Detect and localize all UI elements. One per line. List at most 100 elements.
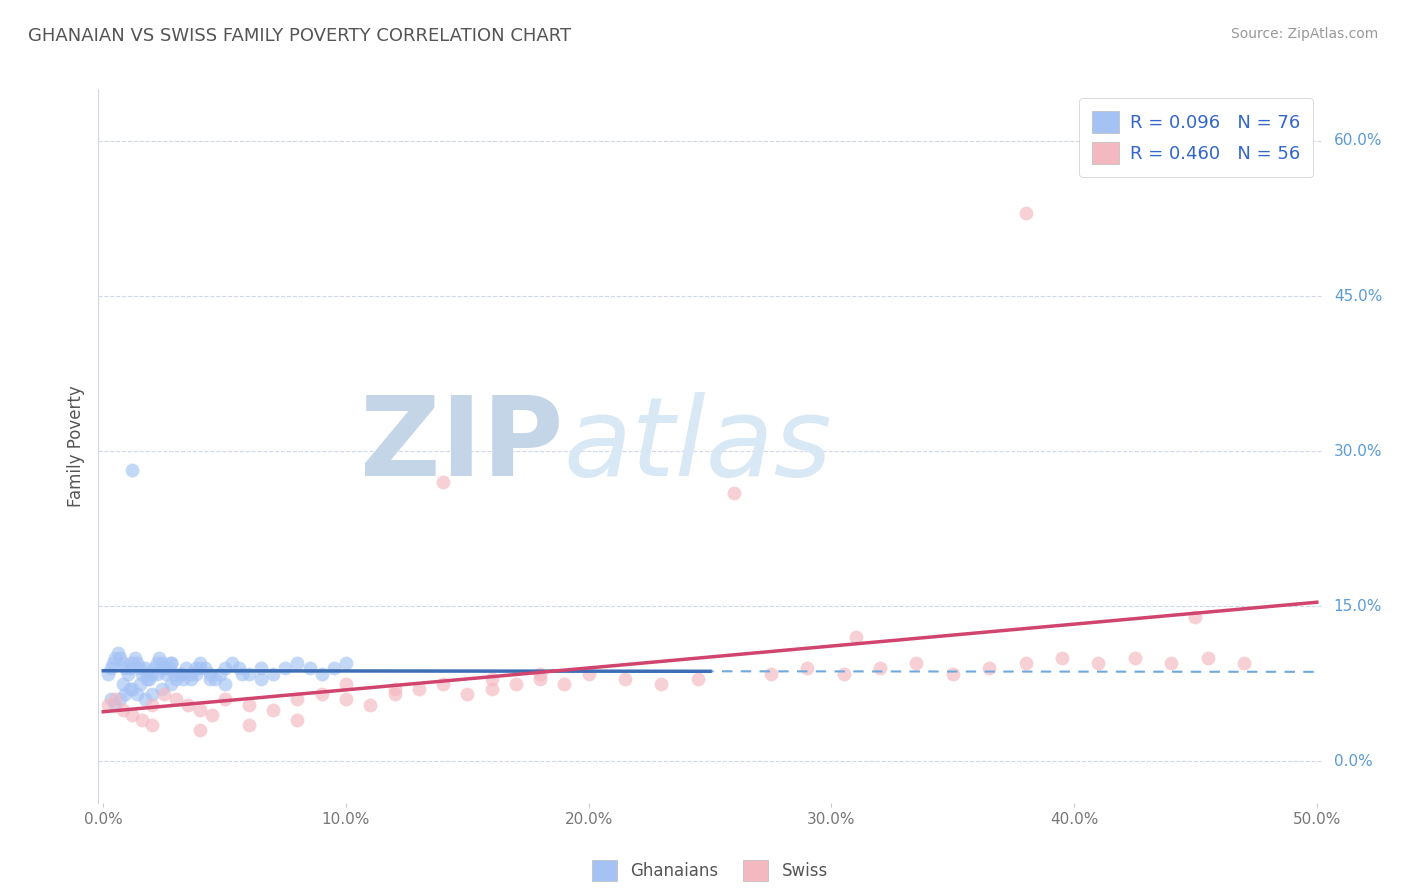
Point bbox=[214, 661, 236, 675]
Point bbox=[104, 698, 127, 712]
Point bbox=[287, 656, 309, 670]
Point bbox=[180, 666, 202, 681]
Text: Source: ZipAtlas.com: Source: ZipAtlas.com bbox=[1230, 27, 1378, 41]
Point bbox=[172, 672, 194, 686]
Point bbox=[157, 661, 180, 675]
Point bbox=[238, 718, 260, 732]
Point bbox=[869, 661, 891, 675]
Point bbox=[905, 656, 928, 670]
Point bbox=[104, 692, 127, 706]
Point bbox=[1233, 656, 1256, 670]
Point bbox=[359, 698, 381, 712]
Point bbox=[174, 661, 197, 675]
Point bbox=[170, 666, 193, 681]
Text: 60.0%: 60.0% bbox=[1334, 134, 1382, 148]
Point bbox=[194, 661, 217, 675]
Point bbox=[322, 661, 344, 675]
Point bbox=[1087, 656, 1109, 670]
Point bbox=[110, 651, 132, 665]
Point bbox=[214, 692, 236, 706]
Text: 45.0%: 45.0% bbox=[1334, 288, 1382, 303]
Point bbox=[759, 666, 782, 681]
Point bbox=[311, 666, 333, 681]
Point bbox=[311, 687, 333, 701]
Point bbox=[117, 666, 139, 681]
Point bbox=[114, 687, 136, 701]
Point bbox=[274, 661, 297, 675]
Point bbox=[650, 677, 672, 691]
Point bbox=[204, 672, 226, 686]
Point bbox=[153, 661, 176, 675]
Point bbox=[148, 651, 170, 665]
Point bbox=[942, 666, 965, 681]
Point bbox=[614, 672, 637, 686]
Point bbox=[1160, 656, 1182, 670]
Point bbox=[188, 656, 212, 670]
Point bbox=[145, 666, 167, 681]
Text: GHANAIAN VS SWISS FAMILY POVERTY CORRELATION CHART: GHANAIAN VS SWISS FAMILY POVERTY CORRELA… bbox=[28, 27, 571, 45]
Point bbox=[160, 677, 183, 691]
Point bbox=[165, 692, 187, 706]
Point bbox=[177, 698, 200, 712]
Point bbox=[384, 681, 406, 696]
Point bbox=[231, 666, 253, 681]
Legend: Ghanaians, Swiss: Ghanaians, Swiss bbox=[585, 854, 835, 888]
Point bbox=[201, 707, 224, 722]
Point bbox=[505, 677, 527, 691]
Point bbox=[529, 672, 551, 686]
Point bbox=[1197, 651, 1219, 665]
Point bbox=[198, 672, 221, 686]
Point bbox=[127, 687, 149, 701]
Point bbox=[832, 666, 855, 681]
Point bbox=[145, 656, 167, 670]
Point bbox=[335, 656, 357, 670]
Point bbox=[408, 681, 430, 696]
Point bbox=[141, 698, 163, 712]
Point bbox=[136, 672, 159, 686]
Point bbox=[138, 672, 160, 686]
Point bbox=[170, 666, 193, 681]
Text: ZIP: ZIP bbox=[360, 392, 564, 500]
Point bbox=[180, 672, 202, 686]
Point bbox=[184, 661, 207, 675]
Point bbox=[100, 692, 122, 706]
Point bbox=[111, 677, 134, 691]
Point bbox=[128, 677, 150, 691]
Point bbox=[238, 698, 260, 712]
Point bbox=[456, 687, 478, 701]
Point bbox=[188, 723, 212, 738]
Point bbox=[110, 692, 132, 706]
Point bbox=[1123, 651, 1146, 665]
Point bbox=[163, 666, 186, 681]
Point bbox=[118, 681, 141, 696]
Point bbox=[979, 661, 1001, 675]
Point bbox=[121, 463, 143, 477]
Point bbox=[221, 656, 243, 670]
Point bbox=[184, 666, 207, 681]
Point bbox=[155, 666, 177, 681]
Point bbox=[101, 656, 124, 670]
Point bbox=[160, 656, 183, 670]
Point bbox=[121, 656, 143, 670]
Point bbox=[287, 692, 309, 706]
Point bbox=[111, 703, 134, 717]
Point bbox=[141, 666, 163, 681]
Point bbox=[97, 698, 120, 712]
Text: atlas: atlas bbox=[564, 392, 832, 500]
Point bbox=[481, 672, 503, 686]
Point bbox=[335, 677, 357, 691]
Point bbox=[262, 666, 284, 681]
Point bbox=[127, 656, 149, 670]
Point bbox=[723, 485, 745, 500]
Point bbox=[1014, 206, 1036, 220]
Point bbox=[796, 661, 818, 675]
Point bbox=[250, 661, 273, 675]
Point bbox=[432, 475, 454, 490]
Point bbox=[124, 651, 146, 665]
Text: 0.0%: 0.0% bbox=[1334, 754, 1372, 769]
Point bbox=[160, 656, 183, 670]
Point bbox=[188, 703, 212, 717]
Point bbox=[97, 666, 120, 681]
Point bbox=[208, 666, 231, 681]
Point bbox=[143, 661, 166, 675]
